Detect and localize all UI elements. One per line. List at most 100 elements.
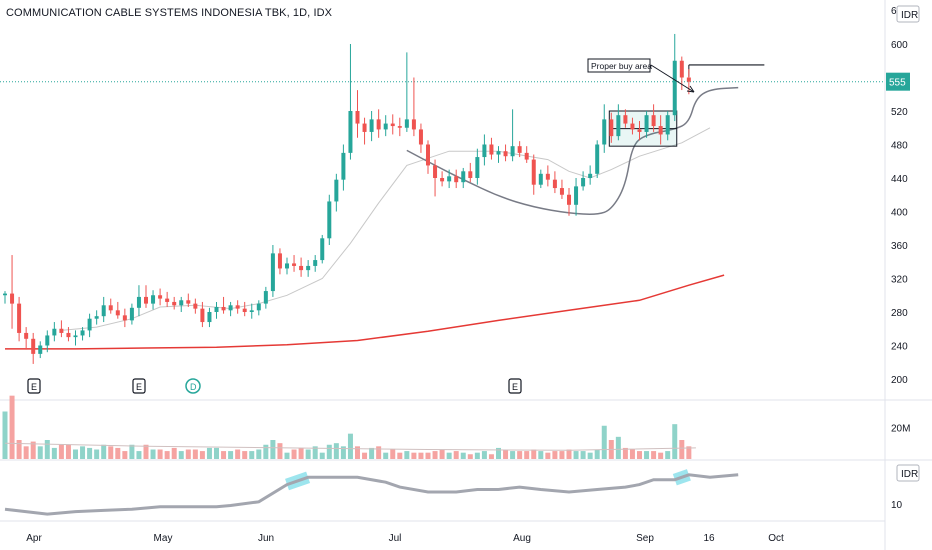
candle: [327, 194, 332, 245]
volume-bar: [178, 451, 184, 459]
volume-bar: [439, 449, 445, 459]
candle-body: [249, 310, 254, 312]
volume-bar: [143, 444, 149, 459]
volume-bar: [101, 444, 107, 459]
candle: [686, 69, 691, 95]
candle-body: [200, 308, 205, 323]
candle: [595, 140, 600, 178]
moving-average-short: [61, 127, 711, 331]
candle: [630, 117, 635, 135]
candle-body: [355, 111, 360, 124]
candle: [426, 140, 430, 174]
candle-body: [31, 338, 36, 354]
volume-bar: [319, 452, 325, 459]
volume-bar: [672, 424, 678, 459]
candle: [397, 117, 402, 137]
candle-body: [292, 263, 297, 266]
candle-body: [552, 179, 557, 189]
candle: [144, 285, 148, 308]
candle: [24, 327, 29, 350]
candle-body: [454, 176, 459, 183]
candle: [531, 154, 536, 195]
candle-body: [411, 119, 416, 130]
time-tick-label: May: [154, 533, 173, 544]
candle-body: [38, 345, 43, 354]
candle-body: [165, 298, 170, 302]
candle: [158, 288, 163, 306]
candle-body: [672, 60, 677, 116]
candle: [376, 109, 381, 138]
candle: [122, 308, 127, 328]
candle-body: [221, 306, 226, 311]
candle-body: [602, 119, 607, 145]
candle: [334, 173, 339, 212]
volume-bar: [390, 449, 396, 459]
candle-body: [94, 316, 99, 319]
candle-body: [383, 123, 388, 130]
annotation-arrow-line: [650, 64, 695, 93]
candle: [235, 300, 240, 314]
candle: [73, 330, 78, 346]
volume-bar: [23, 446, 29, 459]
time-tick-label: Jul: [389, 533, 402, 544]
candle: [242, 301, 247, 317]
volume-bar: [566, 449, 572, 459]
candle-body: [306, 265, 311, 271]
candle: [461, 167, 466, 189]
volume-bar: [425, 452, 431, 459]
candle-body: [658, 126, 663, 135]
volume-bar: [665, 451, 671, 459]
candle: [517, 141, 522, 158]
annotation-box: [587, 58, 651, 73]
candle: [66, 327, 71, 342]
candle: [263, 286, 268, 309]
volume-bar: [524, 451, 530, 459]
volume-bar: [531, 449, 537, 459]
candle: [38, 341, 43, 359]
candle: [616, 104, 621, 141]
candle: [94, 310, 99, 325]
candle: [221, 296, 226, 314]
chart-title: COMMUNICATION CABLE SYSTEMS INDONESIA TB…: [6, 7, 333, 19]
volume-bar: [270, 440, 276, 459]
candle-body: [362, 123, 367, 132]
candle-body: [440, 178, 445, 182]
candle-body: [390, 123, 395, 127]
candle: [559, 179, 564, 199]
candle-body: [538, 173, 543, 185]
candle-body: [320, 238, 325, 261]
indicator-tick-label: 10: [891, 500, 903, 511]
candle-body: [581, 178, 586, 187]
candle: [172, 296, 177, 310]
volume-bar: [228, 451, 234, 459]
volume-bar: [333, 443, 339, 459]
candle: [320, 234, 325, 264]
volume-bar: [94, 449, 100, 459]
candle: [17, 296, 22, 342]
candle-body: [510, 146, 515, 157]
candle-body: [616, 115, 621, 137]
volume-bar: [136, 451, 142, 459]
volume-bar: [115, 447, 121, 459]
volume-bar: [594, 449, 600, 459]
candle: [115, 301, 120, 319]
currency-badge: [896, 5, 920, 23]
price-tick-label: 240: [891, 342, 908, 353]
candle: [468, 162, 473, 183]
candle-body: [24, 332, 29, 339]
indicator-line: [4, 473, 739, 516]
candle: [447, 169, 452, 189]
volume-bar: [481, 451, 487, 459]
candle-body: [665, 115, 670, 135]
volume-bar: [235, 449, 241, 459]
volume-bar: [192, 449, 198, 459]
candle: [637, 121, 642, 141]
volume-average-line: [4, 442, 696, 451]
candle: [179, 296, 184, 312]
candle: [59, 320, 64, 338]
volume-bar: [206, 447, 212, 459]
candle: [552, 171, 557, 194]
time-tick-label: 16: [703, 533, 715, 544]
candle-body: [144, 296, 148, 304]
